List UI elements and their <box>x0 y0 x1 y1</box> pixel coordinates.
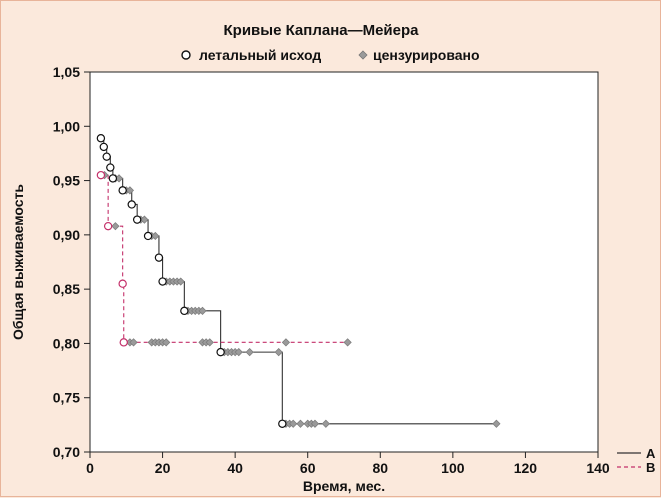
series-layer <box>96 134 501 428</box>
x-tick-label: 0 <box>86 460 94 476</box>
y-tick-label: 1,05 <box>53 64 80 80</box>
censored-point <box>274 348 283 357</box>
event-point <box>118 279 127 288</box>
legend-event-marker <box>181 50 191 60</box>
censored-point <box>321 419 330 428</box>
legend-b-label: B <box>646 460 655 475</box>
x-tick-label: 40 <box>227 460 243 476</box>
series-line <box>100 174 348 343</box>
censored-point <box>296 419 305 428</box>
event-point <box>102 152 111 161</box>
series-B <box>96 170 352 347</box>
y-axis-label: Общая выживаемость <box>10 184 26 340</box>
x-tick-label: 140 <box>586 460 610 476</box>
censored-point <box>140 215 149 224</box>
censored-point <box>245 348 254 357</box>
legend-event-label: летальный исход <box>199 47 321 63</box>
censored-point <box>281 338 291 347</box>
legend-censored-marker <box>358 50 368 60</box>
y-tick-label: 0,70 <box>53 444 80 460</box>
event-point <box>143 231 153 241</box>
censored-point <box>343 338 352 347</box>
x-tick-label: 80 <box>372 460 388 476</box>
y-tick-label: 0,85 <box>53 281 80 297</box>
x-tick-label: 120 <box>514 460 538 476</box>
event-point <box>278 419 287 428</box>
x-tick-label: 20 <box>155 460 171 476</box>
censored-point <box>205 338 214 347</box>
event-point <box>127 200 136 209</box>
censored-point <box>162 338 171 347</box>
y-axis: 0,70 0,75 0,80 0,85 0,90 0,95 1,00 1,05 <box>53 64 90 460</box>
event-point <box>158 277 167 286</box>
y-tick-label: 0,95 <box>53 173 80 189</box>
event-point <box>180 306 189 316</box>
series-A <box>96 134 501 428</box>
event-point <box>96 170 106 180</box>
event-point <box>216 347 225 357</box>
censored-point <box>176 277 185 286</box>
event-point <box>119 338 128 347</box>
censored-point <box>492 419 501 428</box>
x-axis-label: Время, мес. <box>303 478 385 494</box>
censored-point <box>151 231 160 241</box>
y-tick-label: 1,00 <box>53 118 80 134</box>
bottom-legend: A B <box>617 446 656 475</box>
event-point <box>154 253 164 262</box>
censored-point <box>129 338 138 347</box>
event-point <box>96 134 106 143</box>
censored-point <box>111 222 120 231</box>
event-point <box>132 215 142 224</box>
event-point <box>103 221 113 231</box>
x-tick-label: 100 <box>441 460 465 476</box>
legend-censored-label: цензурировано <box>373 47 480 63</box>
censored-point <box>234 348 243 357</box>
censored-point <box>289 419 298 428</box>
event-point <box>106 163 115 172</box>
censored-point <box>125 186 135 195</box>
x-axis: 0 20 40 60 80 100 120 140 <box>86 452 610 476</box>
event-point <box>99 142 108 152</box>
event-point <box>108 174 118 183</box>
legend-a-label: A <box>646 446 656 461</box>
censored-point <box>310 419 320 428</box>
y-tick-label: 0,75 <box>53 390 80 406</box>
top-legend: летальный исход цензурировано <box>181 47 480 63</box>
plot-area <box>89 71 599 453</box>
event-point <box>118 186 127 195</box>
x-tick-label: 60 <box>300 460 316 476</box>
y-tick-label: 0,90 <box>53 227 80 243</box>
censored-point <box>198 306 207 315</box>
chart-title: Кривые Каплана—Мейера <box>224 22 420 39</box>
y-tick-label: 0,80 <box>53 335 80 351</box>
